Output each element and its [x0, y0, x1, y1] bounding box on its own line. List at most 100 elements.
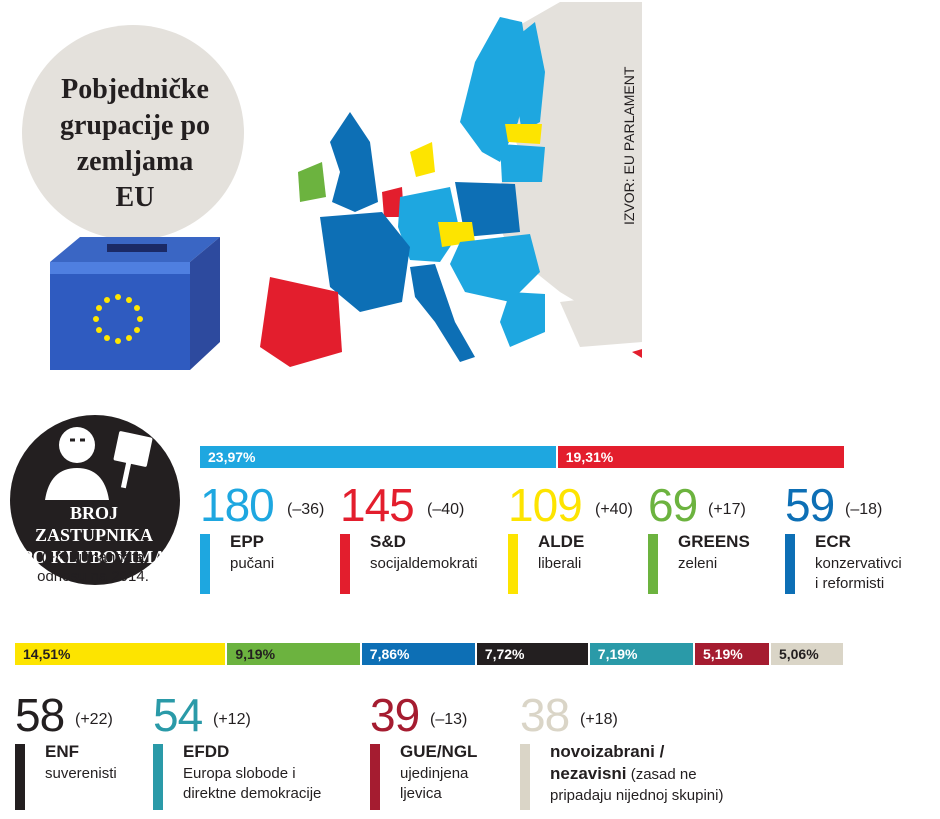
group-color-bar-gue — [370, 744, 380, 810]
share-bar-efdd: 7,19% — [589, 643, 693, 665]
seat-count-greens: 69 — [648, 479, 698, 531]
seat-count-gue: 39 — [370, 689, 420, 741]
map-netherlands — [382, 187, 404, 217]
seat-count-enf: 58 — [15, 689, 65, 741]
ballot-box-icon — [50, 237, 220, 370]
group-color-bar-greens — [648, 534, 658, 594]
group-name-epp: EPP — [230, 532, 265, 551]
share-label-epp: 23,97% — [208, 449, 256, 465]
group-desc-epp-0: pučani — [230, 555, 275, 572]
group-name-tail-ni: (zasad ne — [626, 766, 697, 783]
group-desc-ecr-0: konzervativci — [815, 555, 902, 572]
group-name-ecr: ECR — [815, 532, 851, 551]
share-label-ecr: 7,86% — [369, 646, 410, 662]
share-bar-sd: 19,31% — [557, 446, 844, 468]
source-text: IZVOR: EU PARLAMENT — [621, 66, 637, 225]
share-bar-greens: 9,19% — [227, 643, 360, 665]
group-color-bar-epp — [200, 534, 210, 594]
group-desc-gue-0: ujedinjena — [400, 765, 469, 782]
map-bulgaria-greece — [500, 292, 545, 347]
share-label-enf: 7,72% — [484, 646, 525, 662]
map-turkey — [560, 292, 642, 347]
map-central-east — [450, 234, 540, 302]
badge-title-line-2: PO KLUBOVIMA — [21, 547, 167, 567]
share-bar-ni: 5,06% — [770, 643, 843, 665]
group-color-bar-ni — [520, 744, 530, 810]
badge-note-line-1: (+/-) u mandata — [41, 549, 145, 566]
seat-change-sd: (–40) — [427, 501, 465, 518]
map-uk — [330, 112, 378, 212]
share-bar-ecr: 7,86% — [361, 643, 475, 665]
group-desc-efdd-1: direktne demokracije — [183, 785, 322, 802]
share-label-efdd: 7,19% — [597, 646, 638, 662]
group-name-alde: ALDE — [538, 532, 585, 551]
title-line-3: zemljama — [76, 146, 194, 177]
group-name-greens: GREENS — [678, 532, 750, 551]
group-desc-efdd-0: Europa slobode i — [183, 765, 296, 782]
seat-change-enf: (+22) — [75, 711, 113, 728]
title-line-1: Pobjedničke — [61, 74, 209, 105]
group-color-bar-ecr — [785, 534, 795, 594]
eu-stars-icon — [93, 294, 143, 344]
group-color-bar-efdd — [153, 744, 163, 810]
group-desc-gue-1: ljevica — [400, 785, 442, 802]
map-cyprus — [632, 349, 642, 358]
map-estonia — [505, 124, 542, 144]
share-bar-enf: 7,72% — [476, 643, 588, 665]
seat-count-epp: 180 — [200, 479, 275, 531]
map-ireland — [298, 162, 326, 202]
map-latvia-lithuania — [500, 144, 545, 182]
group-color-bar-sd — [340, 534, 350, 594]
badge-title-line-1: BROJ ZASTUPNIKA — [34, 503, 154, 545]
share-label-greens: 9,19% — [235, 646, 276, 662]
seat-change-epp: (–36) — [287, 501, 325, 518]
group-desc-ni-0: pripadaju nijednoj skupini) — [550, 787, 724, 804]
seat-count-sd: 145 — [340, 479, 415, 531]
seat-change-greens: (+17) — [708, 501, 746, 518]
group-color-bar-alde — [508, 534, 518, 594]
seat-change-gue: (–13) — [430, 711, 468, 728]
badge-note-line-2: odnosu na 2014. — [37, 568, 149, 585]
share-bar-epp: 23,97% — [200, 446, 556, 468]
politician-icon — [45, 427, 153, 500]
badge-circle — [10, 415, 180, 585]
seat-change-ni: (+18) — [580, 711, 618, 728]
title-line-4: EU — [115, 182, 155, 213]
group-desc-sd-0: socijaldemokrati — [370, 555, 478, 572]
group-name-sd: S&D — [370, 532, 406, 551]
seat-count-ni: 38 — [520, 689, 570, 741]
seat-count-alde: 109 — [508, 479, 583, 531]
europe-map — [260, 2, 642, 382]
group-name-line2-ni: nezavisni (zasad ne — [550, 764, 697, 785]
share-bar-gue: 5,19% — [695, 643, 769, 665]
group-desc-ecr-1: i reformisti — [815, 575, 885, 592]
share-label-sd: 19,31% — [565, 449, 614, 465]
title-circle — [22, 25, 244, 240]
group-name-enf: ENF — [45, 742, 79, 761]
group-color-bar-enf — [15, 744, 25, 810]
group-desc-greens-0: zeleni — [678, 555, 718, 572]
page-title: Pobjedničke grupacije po zemljama EU — [40, 72, 230, 216]
map-france — [320, 212, 410, 312]
badge-title: BROJ ZASTUPNIKA PO KLUBOVIMA — [14, 502, 174, 568]
share-label-alde: 14,51% — [23, 646, 71, 662]
seat-change-ecr: (–18) — [845, 501, 883, 518]
group-name-efdd: EFDD — [183, 742, 230, 761]
share-bar-alde: 14,51% — [15, 643, 226, 665]
seat-count-efdd: 54 — [153, 689, 203, 741]
share-label-gue: 5,19% — [703, 646, 743, 662]
map-czechia — [438, 222, 475, 247]
map-denmark — [410, 142, 435, 177]
group-desc-enf-0: suverenisti — [45, 765, 117, 782]
share-label-ni: 5,06% — [778, 646, 819, 662]
seat-change-alde: (+40) — [595, 501, 633, 518]
map-finland — [510, 22, 545, 132]
title-line-2: grupacije po — [59, 110, 211, 141]
source-label: IZVOR: EU PARLAMENT — [621, 66, 637, 225]
map-spain — [260, 277, 342, 367]
badge-note: (+/-) u mandata odnosu na 2014. — [18, 548, 168, 586]
group-name-bold-ni: nezavisni — [550, 764, 627, 783]
seat-count-ecr: 59 — [785, 479, 835, 531]
group-name-ni: novoizabrani / — [550, 742, 665, 761]
